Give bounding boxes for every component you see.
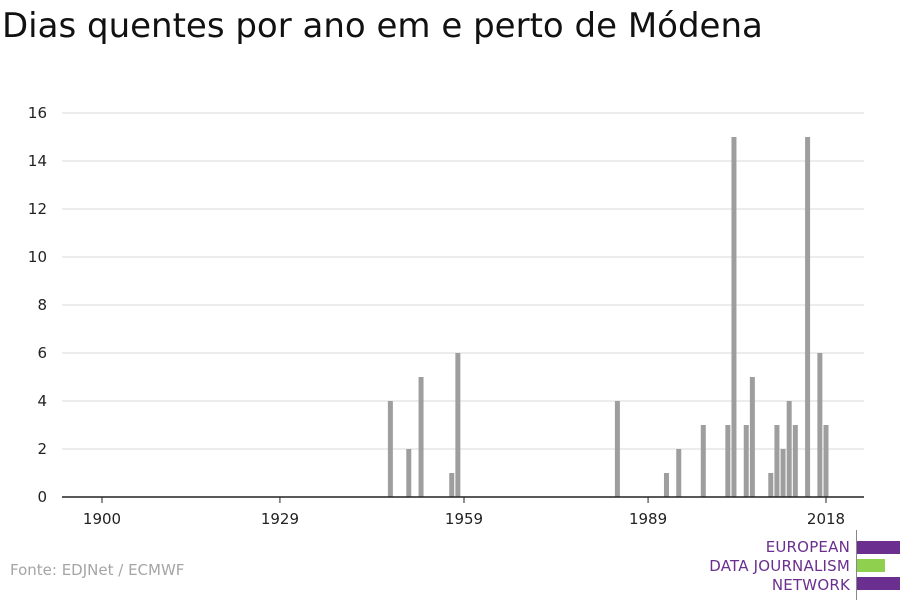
bar-1992 [663, 473, 669, 497]
logo-divider [856, 530, 857, 600]
bar-2005 [743, 425, 749, 497]
bar-2013 [792, 425, 798, 497]
logo-bar-purple-top [857, 541, 900, 554]
bar-2015 [805, 137, 811, 497]
bar-1952 [418, 377, 424, 497]
bar-1958 [455, 353, 461, 497]
bar-1998 [700, 425, 706, 497]
y-tick-label: 14 [28, 152, 47, 170]
logo-bar-purple-bottom [857, 577, 900, 590]
chart-title: Dias quentes por ano em e perto de Móden… [2, 6, 763, 46]
x-tick-label: 1900 [83, 510, 121, 528]
y-tick-label: 12 [28, 200, 47, 218]
y-tick-label: 8 [37, 296, 47, 314]
y-tick-label: 10 [28, 248, 47, 266]
bar-2003 [731, 137, 737, 497]
y-tick-label: 2 [37, 440, 47, 458]
x-axis-ticks: 1900 1929 1959 1989 2018 [83, 497, 845, 528]
x-tick-label: 2018 [807, 510, 845, 528]
y-tick-label: 16 [28, 104, 47, 122]
x-tick-label: 1929 [261, 510, 299, 528]
bar-2009 [768, 473, 774, 497]
logo-line-2: DATA JOURNALISM [709, 557, 850, 575]
y-axis-ticks: 0 2 4 6 8 10 12 14 16 [28, 104, 47, 506]
bar-2012 [786, 401, 792, 497]
logo-line-1: EUROPEAN [765, 538, 850, 556]
bar-1957 [449, 473, 455, 497]
logo-bar-green [857, 559, 885, 572]
bar-1984 [614, 401, 620, 497]
y-tick-label: 4 [37, 392, 47, 410]
bar-2006 [749, 377, 755, 497]
bar-1994 [676, 449, 682, 497]
bar-2011 [780, 449, 786, 497]
bar-2010 [774, 425, 780, 497]
bar-2018 [823, 425, 829, 497]
bar-1950 [406, 449, 412, 497]
y-tick-label: 0 [37, 488, 47, 506]
logo-line-3: NETWORK [771, 576, 850, 594]
bar-2017 [817, 353, 823, 497]
gridlines [62, 112, 864, 450]
bars [387, 137, 829, 497]
x-tick-label: 1989 [629, 510, 667, 528]
source-note: Fonte: EDJNet / ECMWF [10, 561, 185, 579]
edjnet-logo: EUROPEAN DATA JOURNALISM NETWORK [700, 530, 900, 600]
y-tick-label: 6 [37, 344, 47, 362]
x-tick-label: 1959 [445, 510, 483, 528]
bar-1947 [387, 401, 393, 497]
bar-2002 [725, 425, 731, 497]
